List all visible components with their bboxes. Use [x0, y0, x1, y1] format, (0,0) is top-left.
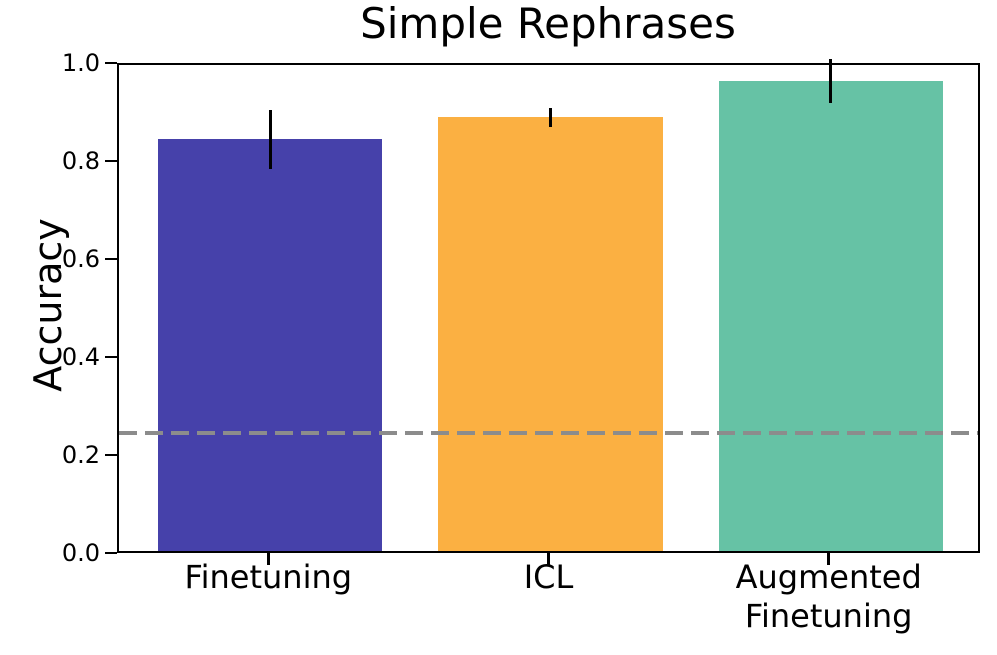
- x-tick-label-augmented-finetuning: Augmented Finetuning: [735, 558, 922, 636]
- error-bar-icl: [548, 107, 553, 128]
- y-tick-mark: [105, 453, 117, 457]
- error-bar-finetuning: [268, 110, 273, 169]
- y-tick-mark: [105, 551, 117, 555]
- y-tick-label: 0.6: [61, 245, 100, 273]
- x-tick-label-icl: ICL: [523, 558, 574, 596]
- chart-title: Simple Rephrases: [360, 0, 736, 48]
- x-tick-mark: [547, 553, 550, 565]
- x-tick-mark: [267, 553, 270, 565]
- bar-icl: [438, 117, 663, 551]
- y-tick-label: 0.8: [61, 147, 100, 175]
- x-tick-label-finetuning: Finetuning: [184, 558, 353, 596]
- chance-line: [119, 430, 978, 435]
- y-tick-label: 1.0: [61, 49, 100, 77]
- bar-augmented-finetuning: [718, 80, 943, 551]
- y-tick-label: 0.4: [61, 343, 100, 371]
- x-tick-mark: [827, 553, 830, 565]
- y-tick-label: 0.2: [61, 441, 100, 469]
- y-tick-mark: [105, 61, 117, 65]
- plot-area: [117, 58, 980, 553]
- y-tick-label: 0.0: [61, 539, 100, 567]
- error-bar-augmented-finetuning: [828, 58, 833, 103]
- bar-finetuning: [158, 139, 383, 551]
- y-tick-mark: [105, 257, 117, 261]
- y-tick-mark: [105, 159, 117, 163]
- y-tick-mark: [105, 355, 117, 359]
